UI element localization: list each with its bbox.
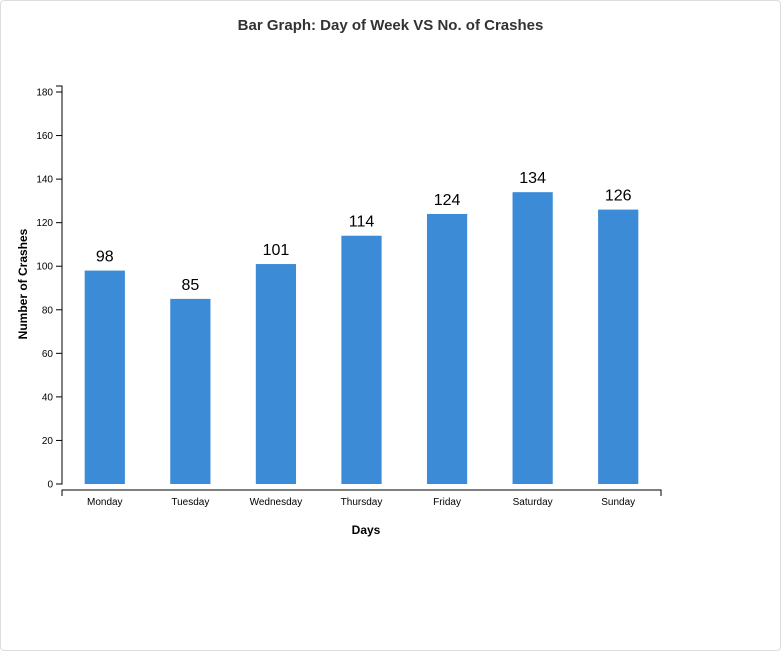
y-tick-label: 160 (36, 131, 53, 142)
data-label: 85 (181, 277, 199, 294)
y-axis: 0 20 40 60 80 100 120 140 160 180 (36, 85, 63, 491)
y-tick-label: 80 (42, 305, 54, 316)
x-axis-line (61, 489, 662, 492)
y-tick-label: 120 (36, 218, 53, 229)
bar-sunday (598, 209, 639, 484)
x-axis: Monday Tuesday Wednesday Thursday Friday Satu… (61, 489, 662, 508)
data-label: 98 (96, 249, 114, 266)
data-label: 114 (349, 214, 375, 231)
x-tick-label: Tuesday (171, 497, 209, 508)
data-label: 126 (605, 188, 632, 205)
y-axis-line (56, 85, 63, 485)
y-tick-label: 20 (42, 436, 54, 447)
bar-thursday (341, 235, 382, 484)
x-tick-label: Friday (433, 497, 461, 508)
x-tick-label: Sunday (601, 497, 635, 508)
data-labels: 98 85 101 114 124 134 126 (96, 170, 632, 294)
bars (84, 192, 639, 484)
bar-friday (426, 213, 468, 484)
y-tick-label: 100 (36, 262, 53, 273)
y-tick-label: 140 (36, 175, 53, 186)
y-tick-label: 40 (42, 392, 54, 403)
bar-tuesday (170, 298, 211, 484)
y-tick-label: 180 (36, 88, 53, 99)
chart-title: Bar Graph: Day of Week VS No. of Crashes (237, 17, 544, 34)
y-tick-label: 0 (47, 480, 53, 491)
bar-wednesday (255, 264, 297, 484)
x-tick-label: Monday (87, 497, 123, 508)
bar-monday (84, 270, 125, 484)
y-tick-label: 60 (42, 349, 54, 360)
data-label: 134 (519, 170, 546, 187)
y-axis-title: Number of Crashes (16, 228, 30, 339)
data-label: 124 (434, 192, 461, 209)
x-axis-title: Days (352, 523, 381, 537)
x-tick-label: Thursday (341, 497, 383, 508)
x-tick-label: Saturday (513, 497, 553, 508)
x-tick-label: Wednesday (250, 497, 303, 508)
bar-saturday (512, 192, 553, 484)
data-label: 101 (263, 242, 290, 259)
